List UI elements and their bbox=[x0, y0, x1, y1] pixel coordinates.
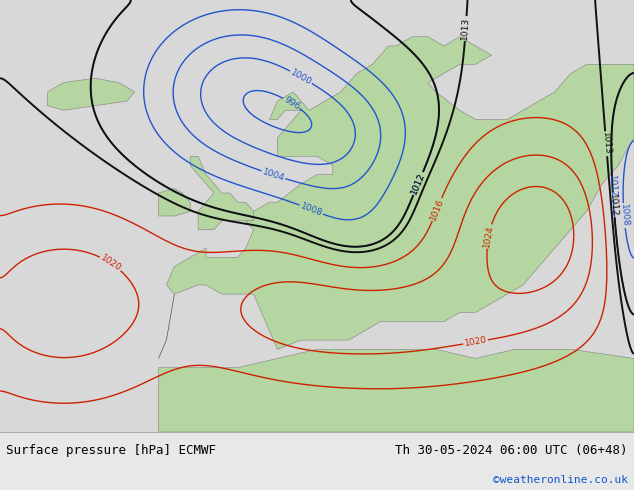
Text: 1013: 1013 bbox=[601, 132, 612, 155]
Text: 1012: 1012 bbox=[410, 171, 427, 196]
Text: 1012: 1012 bbox=[410, 171, 427, 196]
Text: 1024: 1024 bbox=[482, 224, 495, 248]
Text: 1012: 1012 bbox=[607, 174, 618, 198]
Text: 1012: 1012 bbox=[609, 193, 619, 217]
Text: 1020: 1020 bbox=[99, 253, 123, 273]
Text: 1020: 1020 bbox=[463, 336, 488, 348]
Text: 1004: 1004 bbox=[261, 167, 286, 183]
Text: ©weatheronline.co.uk: ©weatheronline.co.uk bbox=[493, 474, 628, 485]
Polygon shape bbox=[158, 37, 634, 359]
Polygon shape bbox=[158, 349, 634, 432]
Text: 1008: 1008 bbox=[299, 201, 323, 218]
Text: Surface pressure [hPa] ECMWF: Surface pressure [hPa] ECMWF bbox=[6, 444, 216, 457]
Text: 1016: 1016 bbox=[429, 197, 446, 222]
Text: Th 30-05-2024 06:00 UTC (06+48): Th 30-05-2024 06:00 UTC (06+48) bbox=[395, 444, 628, 457]
Polygon shape bbox=[158, 189, 190, 216]
Text: 996: 996 bbox=[282, 95, 301, 111]
Polygon shape bbox=[48, 78, 134, 110]
Text: 1008: 1008 bbox=[619, 204, 630, 227]
Text: 1000: 1000 bbox=[289, 68, 313, 87]
Polygon shape bbox=[190, 156, 254, 230]
Text: 1013: 1013 bbox=[460, 17, 471, 40]
